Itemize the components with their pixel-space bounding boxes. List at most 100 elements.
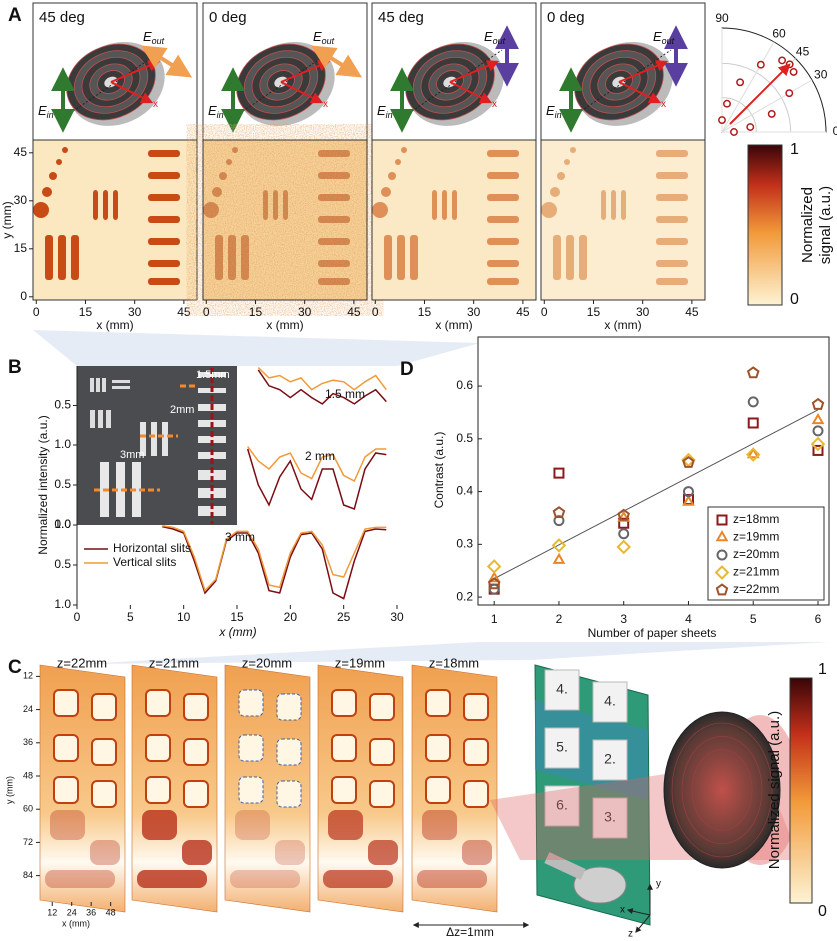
heatmap-feature bbox=[656, 150, 688, 157]
e-sub: in bbox=[386, 110, 393, 120]
e-in-label: Ein bbox=[208, 103, 224, 120]
heatmap-feature bbox=[381, 187, 391, 197]
inset-slit bbox=[90, 378, 94, 392]
x-tick-label: 45 bbox=[685, 305, 699, 319]
key-label: 4. bbox=[556, 681, 568, 697]
heatmap-feature bbox=[215, 235, 223, 280]
key-pad bbox=[544, 669, 580, 711]
inset-slit bbox=[106, 410, 111, 428]
y-tick-label: 0.5 bbox=[54, 477, 71, 491]
heatmap-feature bbox=[541, 202, 557, 218]
heatmap-feature bbox=[611, 190, 616, 220]
y-tick-label: 60 bbox=[23, 804, 33, 814]
arrow bbox=[449, 60, 500, 83]
x-tick-label: 15 bbox=[418, 305, 432, 319]
panel-label: D bbox=[400, 359, 414, 380]
heatmap-feature bbox=[148, 278, 180, 285]
slice-window bbox=[369, 693, 395, 721]
axis-x-text: x bbox=[323, 99, 328, 110]
e-out-arrow bbox=[310, 45, 363, 78]
heatmap-feature bbox=[452, 190, 457, 220]
profile-title: 3 mm bbox=[225, 530, 255, 544]
slice-window bbox=[183, 738, 209, 766]
axis-arrow bbox=[635, 914, 651, 933]
axis-x-label: x bbox=[492, 99, 497, 110]
e-out-label: Eout bbox=[484, 29, 506, 46]
slice-window bbox=[53, 734, 79, 762]
x-tick-label: 10 bbox=[177, 610, 191, 624]
scatter-point bbox=[746, 366, 760, 379]
profile-line bbox=[257, 369, 387, 405]
key-pad bbox=[592, 797, 628, 839]
e-symbol: E bbox=[38, 103, 47, 118]
y-tick-label: 15 bbox=[14, 241, 28, 255]
scatter-point bbox=[682, 486, 694, 498]
scatter-point bbox=[552, 552, 566, 564]
key-blade bbox=[544, 852, 586, 880]
scatter-point bbox=[810, 436, 826, 452]
inset-slit bbox=[198, 488, 226, 498]
inset-slit bbox=[132, 462, 141, 517]
axis-x-text: x bbox=[492, 99, 497, 110]
y-axis-label: Contrast (a.u.) bbox=[432, 432, 446, 509]
y-tick-label: 48 bbox=[23, 770, 33, 780]
slice-feature bbox=[417, 870, 487, 888]
slice-window bbox=[91, 693, 117, 721]
y-tick-label: 36 bbox=[23, 737, 33, 747]
panel-label: C bbox=[8, 657, 22, 678]
heatmap-feature bbox=[318, 150, 350, 157]
arrow bbox=[449, 81, 493, 104]
heatmap-feature bbox=[318, 194, 350, 201]
heatmap-frame bbox=[371, 139, 537, 301]
x-tick-label: 25 bbox=[337, 610, 351, 624]
heatmap-feature bbox=[62, 147, 68, 153]
slice-feature bbox=[142, 810, 177, 840]
slice-feature bbox=[422, 810, 457, 840]
slice-window bbox=[238, 734, 264, 762]
slice-feature bbox=[90, 840, 120, 865]
y-tick-label: 1.0 bbox=[54, 437, 71, 451]
polar-point bbox=[767, 109, 776, 118]
panel-label: A bbox=[8, 5, 22, 26]
x-tick-label: 5 bbox=[127, 610, 134, 624]
e-sub: out bbox=[662, 36, 675, 46]
slice bbox=[224, 664, 311, 913]
disk-ring bbox=[671, 722, 773, 858]
heatmap-feature bbox=[372, 202, 388, 218]
x-tick-label: 0 bbox=[74, 610, 81, 624]
scatter-point bbox=[488, 583, 500, 595]
e-symbol: E bbox=[546, 103, 555, 118]
heatmap-feature bbox=[557, 172, 565, 180]
scatter-point bbox=[616, 539, 632, 555]
e-symbol: E bbox=[484, 29, 493, 44]
heatmap-feature bbox=[318, 278, 350, 285]
x-tick-label: 4 bbox=[685, 612, 692, 626]
inset-slit bbox=[112, 380, 130, 383]
axis-letter: y bbox=[656, 879, 661, 890]
scatter-point bbox=[486, 559, 502, 574]
slice-feature bbox=[45, 870, 115, 888]
x-tick-label: 30 bbox=[636, 305, 650, 319]
y-tick-label: 0.5 bbox=[54, 398, 71, 412]
e-sub: in bbox=[555, 110, 562, 120]
scatter-point bbox=[811, 397, 825, 410]
key-pad bbox=[544, 785, 580, 827]
scatter-point bbox=[812, 444, 824, 456]
profile-title: 2 mm bbox=[305, 449, 335, 463]
inset-slit bbox=[96, 378, 100, 392]
y-tick-label: 1.0 bbox=[54, 517, 71, 531]
polar-tick-label: 45 bbox=[796, 44, 810, 58]
inset-slit bbox=[140, 422, 146, 456]
colorbar-label: Normalized signal (a.u.) bbox=[766, 711, 783, 869]
heatmap-feature bbox=[579, 235, 587, 280]
heatmap-feature bbox=[656, 260, 688, 267]
slice-label: z=22mm bbox=[57, 655, 107, 670]
heatmap-feature bbox=[93, 190, 98, 220]
legend-marker bbox=[715, 530, 729, 542]
map-label: 45 deg bbox=[378, 9, 424, 26]
polar-point bbox=[736, 78, 745, 87]
heatmap-feature bbox=[318, 216, 350, 223]
polar-point bbox=[730, 128, 738, 136]
y-axis-label: y (mm) bbox=[4, 776, 14, 804]
heatmap-feature bbox=[656, 172, 688, 179]
